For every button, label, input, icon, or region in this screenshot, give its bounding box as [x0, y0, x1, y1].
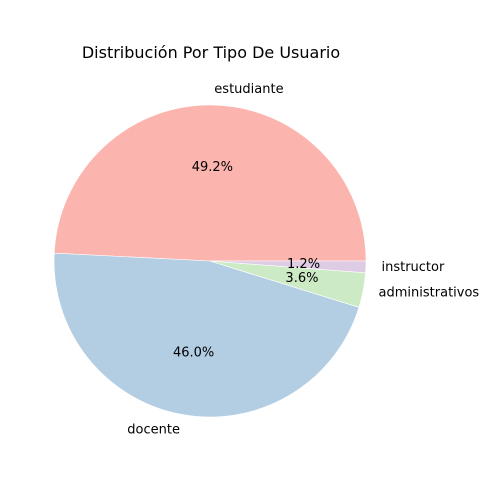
pie-slices — [53, 104, 367, 418]
slice-percent-administrativos: 3.6% — [285, 271, 318, 286]
slice-label-instructor: instructor — [381, 260, 445, 275]
slice-label-docente: docente — [127, 422, 180, 437]
pie-labels: estudiante 49.2% docente 46.0% administrativ… — [127, 82, 479, 437]
slice-percent-docente: 46.0% — [173, 346, 214, 361]
pie-slice-docente — [53, 252, 360, 418]
slice-percent-instructor: 1.2% — [287, 257, 320, 272]
chart-title: Distribución Por Tipo De Usuario — [82, 43, 340, 62]
pie-slice-estudiante — [53, 104, 367, 262]
slice-label-administrativos: administrativos — [379, 286, 480, 301]
slice-percent-estudiante: 49.2% — [192, 160, 233, 175]
pie-slice-instructor — [209, 260, 367, 274]
slice-label-estudiante: estudiante — [214, 82, 283, 97]
